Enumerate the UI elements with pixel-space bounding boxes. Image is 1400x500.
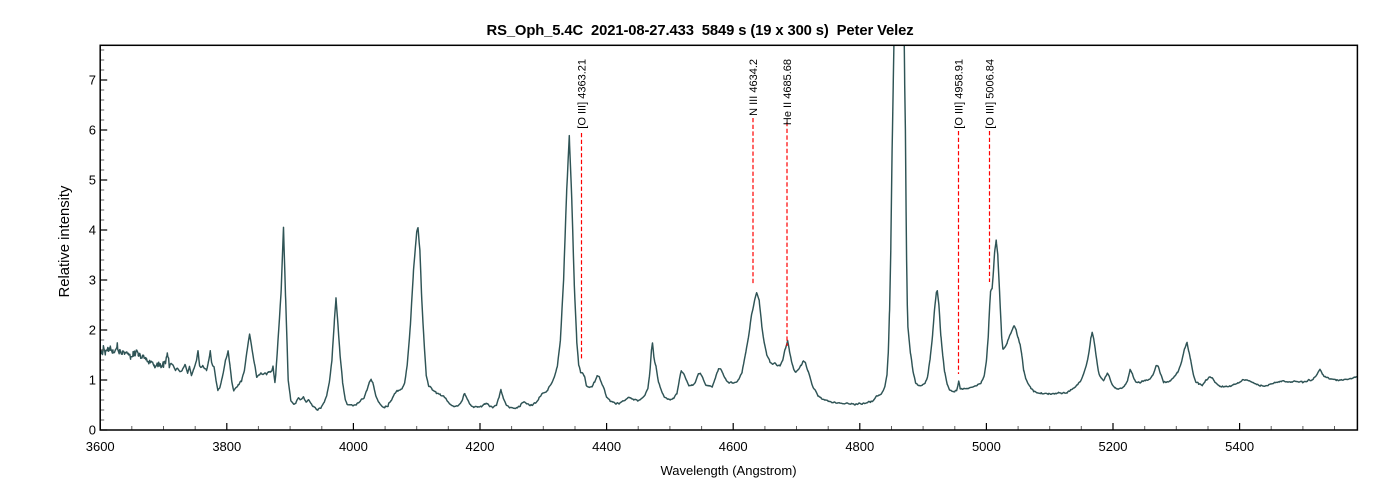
svg-text:0: 0 [89,423,96,438]
svg-text:RS_Oph_5.4C 2021-08-27.433 5: RS_Oph_5.4C 2021-08-27.433 5849 s (19 x … [487,23,914,39]
svg-text:Wavelength (Angstrom): Wavelength (Angstrom) [660,463,796,478]
svg-text:He II 4685.68: He II 4685.68 [782,59,794,125]
svg-text:[O III] 4363.21: [O III] 4363.21 [577,59,589,129]
svg-text:3800: 3800 [212,439,241,454]
svg-text:Relative intensity: Relative intensity [57,185,73,297]
svg-text:3: 3 [89,273,96,288]
svg-text:5400: 5400 [1225,439,1254,454]
svg-text:[O III] 4958.91: [O III] 4958.91 [954,59,966,129]
svg-text:2: 2 [89,323,96,338]
svg-text:3600: 3600 [86,439,115,454]
svg-text:[O III] 5006.84: [O III] 5006.84 [985,59,997,129]
svg-text:4800: 4800 [845,439,874,454]
svg-text:7: 7 [89,73,96,88]
svg-text:4400: 4400 [592,439,621,454]
svg-text:5200: 5200 [1099,439,1128,454]
svg-text:4: 4 [89,223,96,238]
svg-text:1: 1 [89,373,96,388]
svg-text:6: 6 [89,123,96,138]
svg-text:5: 5 [89,173,96,188]
svg-text:N III 4634.2: N III 4634.2 [748,59,760,116]
svg-text:4200: 4200 [466,439,495,454]
svg-text:4000: 4000 [339,439,368,454]
svg-text:5000: 5000 [972,439,1001,454]
svg-text:4600: 4600 [719,439,748,454]
